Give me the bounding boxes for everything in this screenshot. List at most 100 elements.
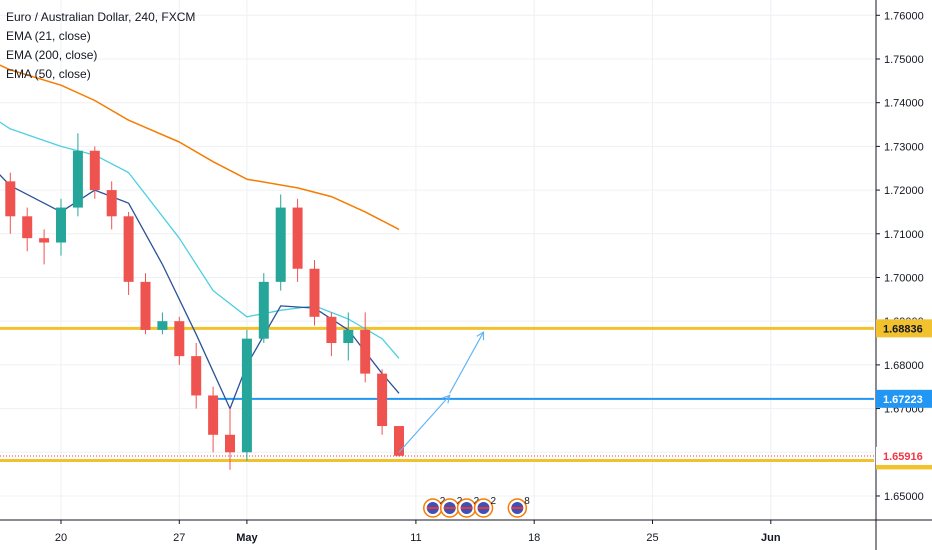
candle bbox=[241, 329, 252, 462]
time-tick-label: 18 bbox=[528, 532, 540, 544]
candle-body bbox=[72, 150, 83, 208]
candle bbox=[208, 386, 219, 453]
candle bbox=[56, 198, 66, 256]
price-tick-label: 1.74000 bbox=[884, 98, 924, 110]
candle-body bbox=[309, 268, 320, 317]
candle bbox=[360, 312, 371, 383]
chart-legend: Euro / Australian Dollar, 240, FXCM EMA … bbox=[6, 8, 195, 84]
candle-body bbox=[191, 356, 202, 396]
candle bbox=[326, 312, 337, 357]
event-flag-stripe bbox=[477, 507, 490, 509]
price-tick-label: 1.76000 bbox=[884, 10, 924, 22]
resistance-blue-tag: 1.67223 bbox=[876, 389, 932, 408]
candle-body bbox=[360, 329, 371, 374]
price-tick-label: 1.65000 bbox=[884, 491, 924, 503]
horizontal-levels[interactable] bbox=[0, 326, 874, 462]
candle bbox=[377, 369, 388, 435]
time-tick-label: Jun bbox=[761, 532, 781, 544]
resistance-yellow-tag-label: 1.68836 bbox=[883, 323, 923, 335]
price-tick-label: 1.71000 bbox=[884, 229, 924, 241]
candle bbox=[157, 312, 168, 335]
event-flag-stripe bbox=[426, 507, 439, 509]
event-flag-stripe bbox=[511, 507, 524, 509]
last-price-tag: 1.65916 bbox=[876, 446, 932, 465]
arrow-head bbox=[441, 394, 451, 404]
candle bbox=[225, 408, 235, 470]
event-marker[interactable]: 8 bbox=[507, 496, 530, 518]
time-tick-label: 27 bbox=[173, 532, 185, 544]
economic-events[interactable]: 22228 bbox=[423, 496, 531, 518]
candle bbox=[123, 211, 134, 295]
candle-body bbox=[56, 207, 66, 243]
candle bbox=[275, 194, 286, 291]
candle bbox=[22, 207, 33, 252]
ema200-line bbox=[0, 64, 400, 231]
time-tick-label: 20 bbox=[55, 532, 67, 544]
candle bbox=[258, 273, 269, 344]
candle-body bbox=[5, 181, 16, 217]
candle-body bbox=[377, 373, 388, 427]
candle-body bbox=[123, 216, 134, 282]
price-tick-label: 1.73000 bbox=[884, 141, 924, 153]
price-tick-label: 1.70000 bbox=[884, 272, 924, 284]
candle bbox=[174, 316, 185, 365]
arrow-shaft bbox=[398, 395, 451, 453]
event-flag-stripe bbox=[460, 507, 473, 509]
arrow-shaft bbox=[449, 331, 485, 394]
candle-body bbox=[140, 281, 151, 330]
candle bbox=[191, 343, 202, 409]
candle bbox=[39, 229, 50, 265]
time-tick-label: May bbox=[236, 532, 258, 544]
candles bbox=[5, 133, 404, 470]
candle bbox=[89, 146, 100, 199]
ema21-line bbox=[0, 174, 400, 410]
last-price-tag-bg bbox=[876, 446, 932, 465]
event-count: 2 bbox=[491, 496, 497, 507]
candle-body bbox=[275, 207, 286, 282]
arrow-to-yellow[interactable] bbox=[449, 331, 485, 394]
candle bbox=[72, 133, 83, 217]
candle bbox=[140, 273, 151, 335]
candle bbox=[292, 198, 303, 282]
legend-ema50[interactable]: EMA (50, close) bbox=[6, 67, 91, 81]
candle bbox=[343, 312, 354, 361]
time-tick-label: 25 bbox=[646, 532, 658, 544]
candle-body bbox=[343, 329, 354, 344]
projection-arrows[interactable] bbox=[398, 331, 485, 453]
candle-body bbox=[225, 434, 235, 453]
candle-body bbox=[241, 338, 252, 453]
time-tick-label: 11 bbox=[410, 532, 421, 544]
event-marker[interactable]: 2 bbox=[473, 496, 497, 518]
event-flag-stripe bbox=[443, 507, 456, 509]
price-tick-label: 1.72000 bbox=[884, 185, 924, 197]
arrow-head bbox=[476, 331, 485, 341]
event-count: 8 bbox=[524, 496, 530, 507]
candle-body bbox=[106, 190, 117, 217]
arrow-to-blue[interactable] bbox=[398, 394, 451, 453]
candle-body bbox=[157, 321, 168, 330]
price-tick-label: 1.75000 bbox=[884, 54, 924, 66]
candle-body bbox=[174, 321, 185, 357]
candle-body bbox=[258, 281, 269, 339]
candle-body bbox=[22, 216, 33, 239]
candle bbox=[5, 172, 16, 234]
candle-body bbox=[208, 395, 219, 435]
legend-symbol-title[interactable]: Euro / Australian Dollar, 240, FXCM bbox=[6, 10, 196, 24]
resistance-yellow-tag: 1.68836 bbox=[876, 319, 932, 338]
candle-body bbox=[326, 316, 337, 344]
price-tick-label: 1.68000 bbox=[884, 360, 924, 372]
resistance-blue-tag-bg bbox=[876, 389, 932, 408]
legend-ema200[interactable]: EMA (200, close) bbox=[6, 48, 98, 62]
candle-body bbox=[394, 426, 404, 456]
candle-body bbox=[89, 150, 100, 191]
candle-body bbox=[292, 207, 303, 269]
resistance-yellow-tag-bg bbox=[876, 319, 932, 338]
last-price-tag-label: 1.65916 bbox=[883, 451, 923, 463]
candle bbox=[309, 260, 320, 326]
candle bbox=[106, 181, 117, 230]
candle-body bbox=[39, 238, 50, 243]
legend-ema21[interactable]: EMA (21, close) bbox=[6, 29, 91, 43]
